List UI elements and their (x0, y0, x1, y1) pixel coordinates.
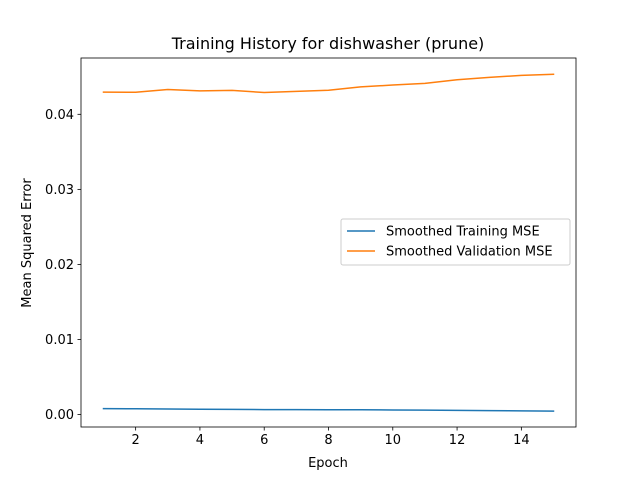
x-tick-label: 12 (449, 433, 466, 448)
y-tick-label: 0.01 (45, 333, 74, 348)
series-line-2 (102, 73, 555, 94)
x-tick-label: 4 (196, 433, 204, 448)
y-axis-label: Mean Squared Error (20, 178, 35, 308)
plot-area: 2 4 6 8 10 12 14 0.00 0.01 0.02 0.03 0.04 (45, 57, 577, 448)
chart-title: Training History for dishwasher (prune) (171, 34, 485, 53)
y-tick-label: 0.03 (45, 183, 74, 198)
x-axis-label: Epoch (308, 456, 348, 471)
x-tick-label: 2 (132, 433, 140, 448)
x-tick-label: 10 (385, 433, 402, 448)
legend-box (340, 218, 571, 266)
legend: Smoothed Training MSE Smoothed Validation… (340, 218, 571, 266)
y-tick-label: 0.00 (45, 408, 74, 423)
y-tick-label: 0.02 (45, 258, 74, 273)
x-tick-label: 14 (513, 433, 530, 448)
x-tick-label: 8 (324, 433, 332, 448)
y-tick-label: 0.04 (45, 108, 74, 123)
x-tick-label: 6 (260, 433, 268, 448)
legend-label-2: Smoothed Validation MSE (386, 245, 553, 260)
series-line-1 (102, 407, 555, 412)
legend-label-1: Smoothed Training MSE (386, 225, 540, 240)
